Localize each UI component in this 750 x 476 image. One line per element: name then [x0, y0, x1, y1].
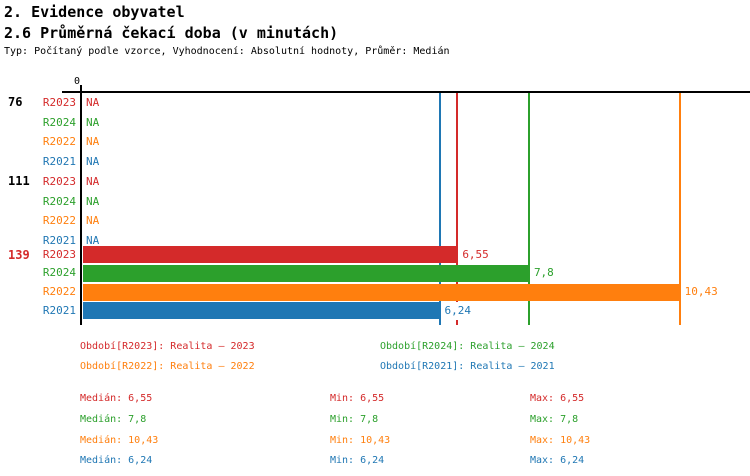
group-label: 111 [8, 174, 30, 188]
chart-row: R2023 6,55 [0, 245, 750, 265]
legend-item-r2021: Období[R2021]: Realita – 2021 [380, 361, 555, 372]
series-label-r2021: R2021 [42, 233, 76, 247]
series-label-r2023: R2023 [42, 247, 76, 261]
chart-meta-line: Typ: Počítaný podle vzorce, Vyhodnocení:… [4, 46, 450, 57]
stat-max-r2022: Max: 10,43 [530, 434, 591, 446]
bar-r2023 [83, 246, 459, 264]
legend-item-r2023: Období[R2023]: Realita – 2023 [80, 341, 255, 352]
chart-row: R2024 7,8 [0, 264, 750, 283]
reference-line-r2021 [438, 92, 441, 325]
series-label-r2024: R2024 [42, 115, 76, 129]
series-label-r2024: R2024 [42, 194, 76, 208]
na-value: NA [86, 135, 100, 148]
na-value: NA [86, 115, 100, 129]
stat-min-r2023: Min: 6,55 [330, 393, 385, 404]
series-label-r2024: R2024 [42, 266, 76, 280]
stat-min-r2021: Min: 6,24 [330, 455, 385, 466]
stat-max-r2023: Max: 6,55 [530, 393, 585, 404]
reference-line-r2023 [456, 92, 459, 325]
chart-row: R2021 NA [0, 152, 750, 172]
na-value: NA [86, 175, 100, 188]
bar-r2022 [83, 283, 681, 301]
bar-value-label: 6,55 [460, 245, 491, 265]
stat-median-r2021: Medián: 6,24 [80, 455, 153, 466]
chart-row: R2022 NA [0, 211, 750, 231]
reference-line-r2024 [527, 92, 530, 325]
chart-row: R2023 NA [0, 93, 750, 113]
x-axis-line [62, 91, 750, 93]
stat-max-r2024: Max: 7,8 [530, 414, 579, 425]
group-label: 76 [8, 95, 23, 109]
bar-value-label: 6,24 [442, 301, 474, 321]
reference-line-r2022 [678, 92, 681, 325]
na-value: NA [86, 154, 100, 168]
chart-row: R2022 10,43 [0, 282, 750, 302]
x-axis-origin-tick-label: 0 [73, 76, 80, 87]
series-label-r2023: R2023 [42, 96, 76, 109]
stat-min-r2024: Min: 7,8 [330, 414, 379, 425]
na-value: NA [86, 214, 100, 227]
na-value: NA [86, 96, 100, 109]
bar-value-label: 7,8 [531, 264, 556, 283]
legend-item-r2024: Období[R2024]: Realita – 2024 [380, 341, 555, 352]
na-value: NA [86, 194, 100, 208]
stat-min-r2022: Min: 10,43 [330, 434, 391, 446]
group-label: 139 [8, 247, 30, 262]
bar-r2021 [83, 302, 441, 320]
na-value: NA [86, 233, 100, 247]
chart-row: R2022 NA [0, 132, 750, 152]
chart-subtitle: 2.6 Průměrná čekací doba (v minutách) [4, 24, 339, 42]
chart-row: R2024 NA [0, 113, 750, 133]
series-label-r2023: R2023 [42, 175, 76, 188]
stat-max-r2021: Max: 6,24 [530, 455, 585, 466]
chart-row: R2021 6,24 [0, 301, 750, 321]
page-title: 2. Evidence obyvatel [4, 3, 185, 21]
chart-row: R2021 NA [0, 231, 750, 251]
stat-median-r2024: Medián: 7,8 [80, 414, 147, 425]
bar-value-label: 10,43 [682, 282, 720, 302]
chart-row: R2023 NA [0, 172, 750, 192]
y-axis-line [80, 85, 82, 325]
series-label-r2021: R2021 [42, 303, 76, 317]
legend-item-r2022: Období[R2022]: Realita – 2022 [80, 361, 255, 372]
series-label-r2022: R2022 [42, 135, 76, 148]
bar-r2024 [83, 265, 530, 283]
series-label-r2022: R2022 [42, 284, 76, 298]
series-label-r2021: R2021 [42, 154, 76, 168]
stat-median-r2022: Medián: 10,43 [80, 434, 159, 446]
chart-row: R2024 NA [0, 192, 750, 212]
stat-median-r2023: Medián: 6,55 [80, 393, 153, 404]
series-label-r2022: R2022 [42, 214, 76, 227]
